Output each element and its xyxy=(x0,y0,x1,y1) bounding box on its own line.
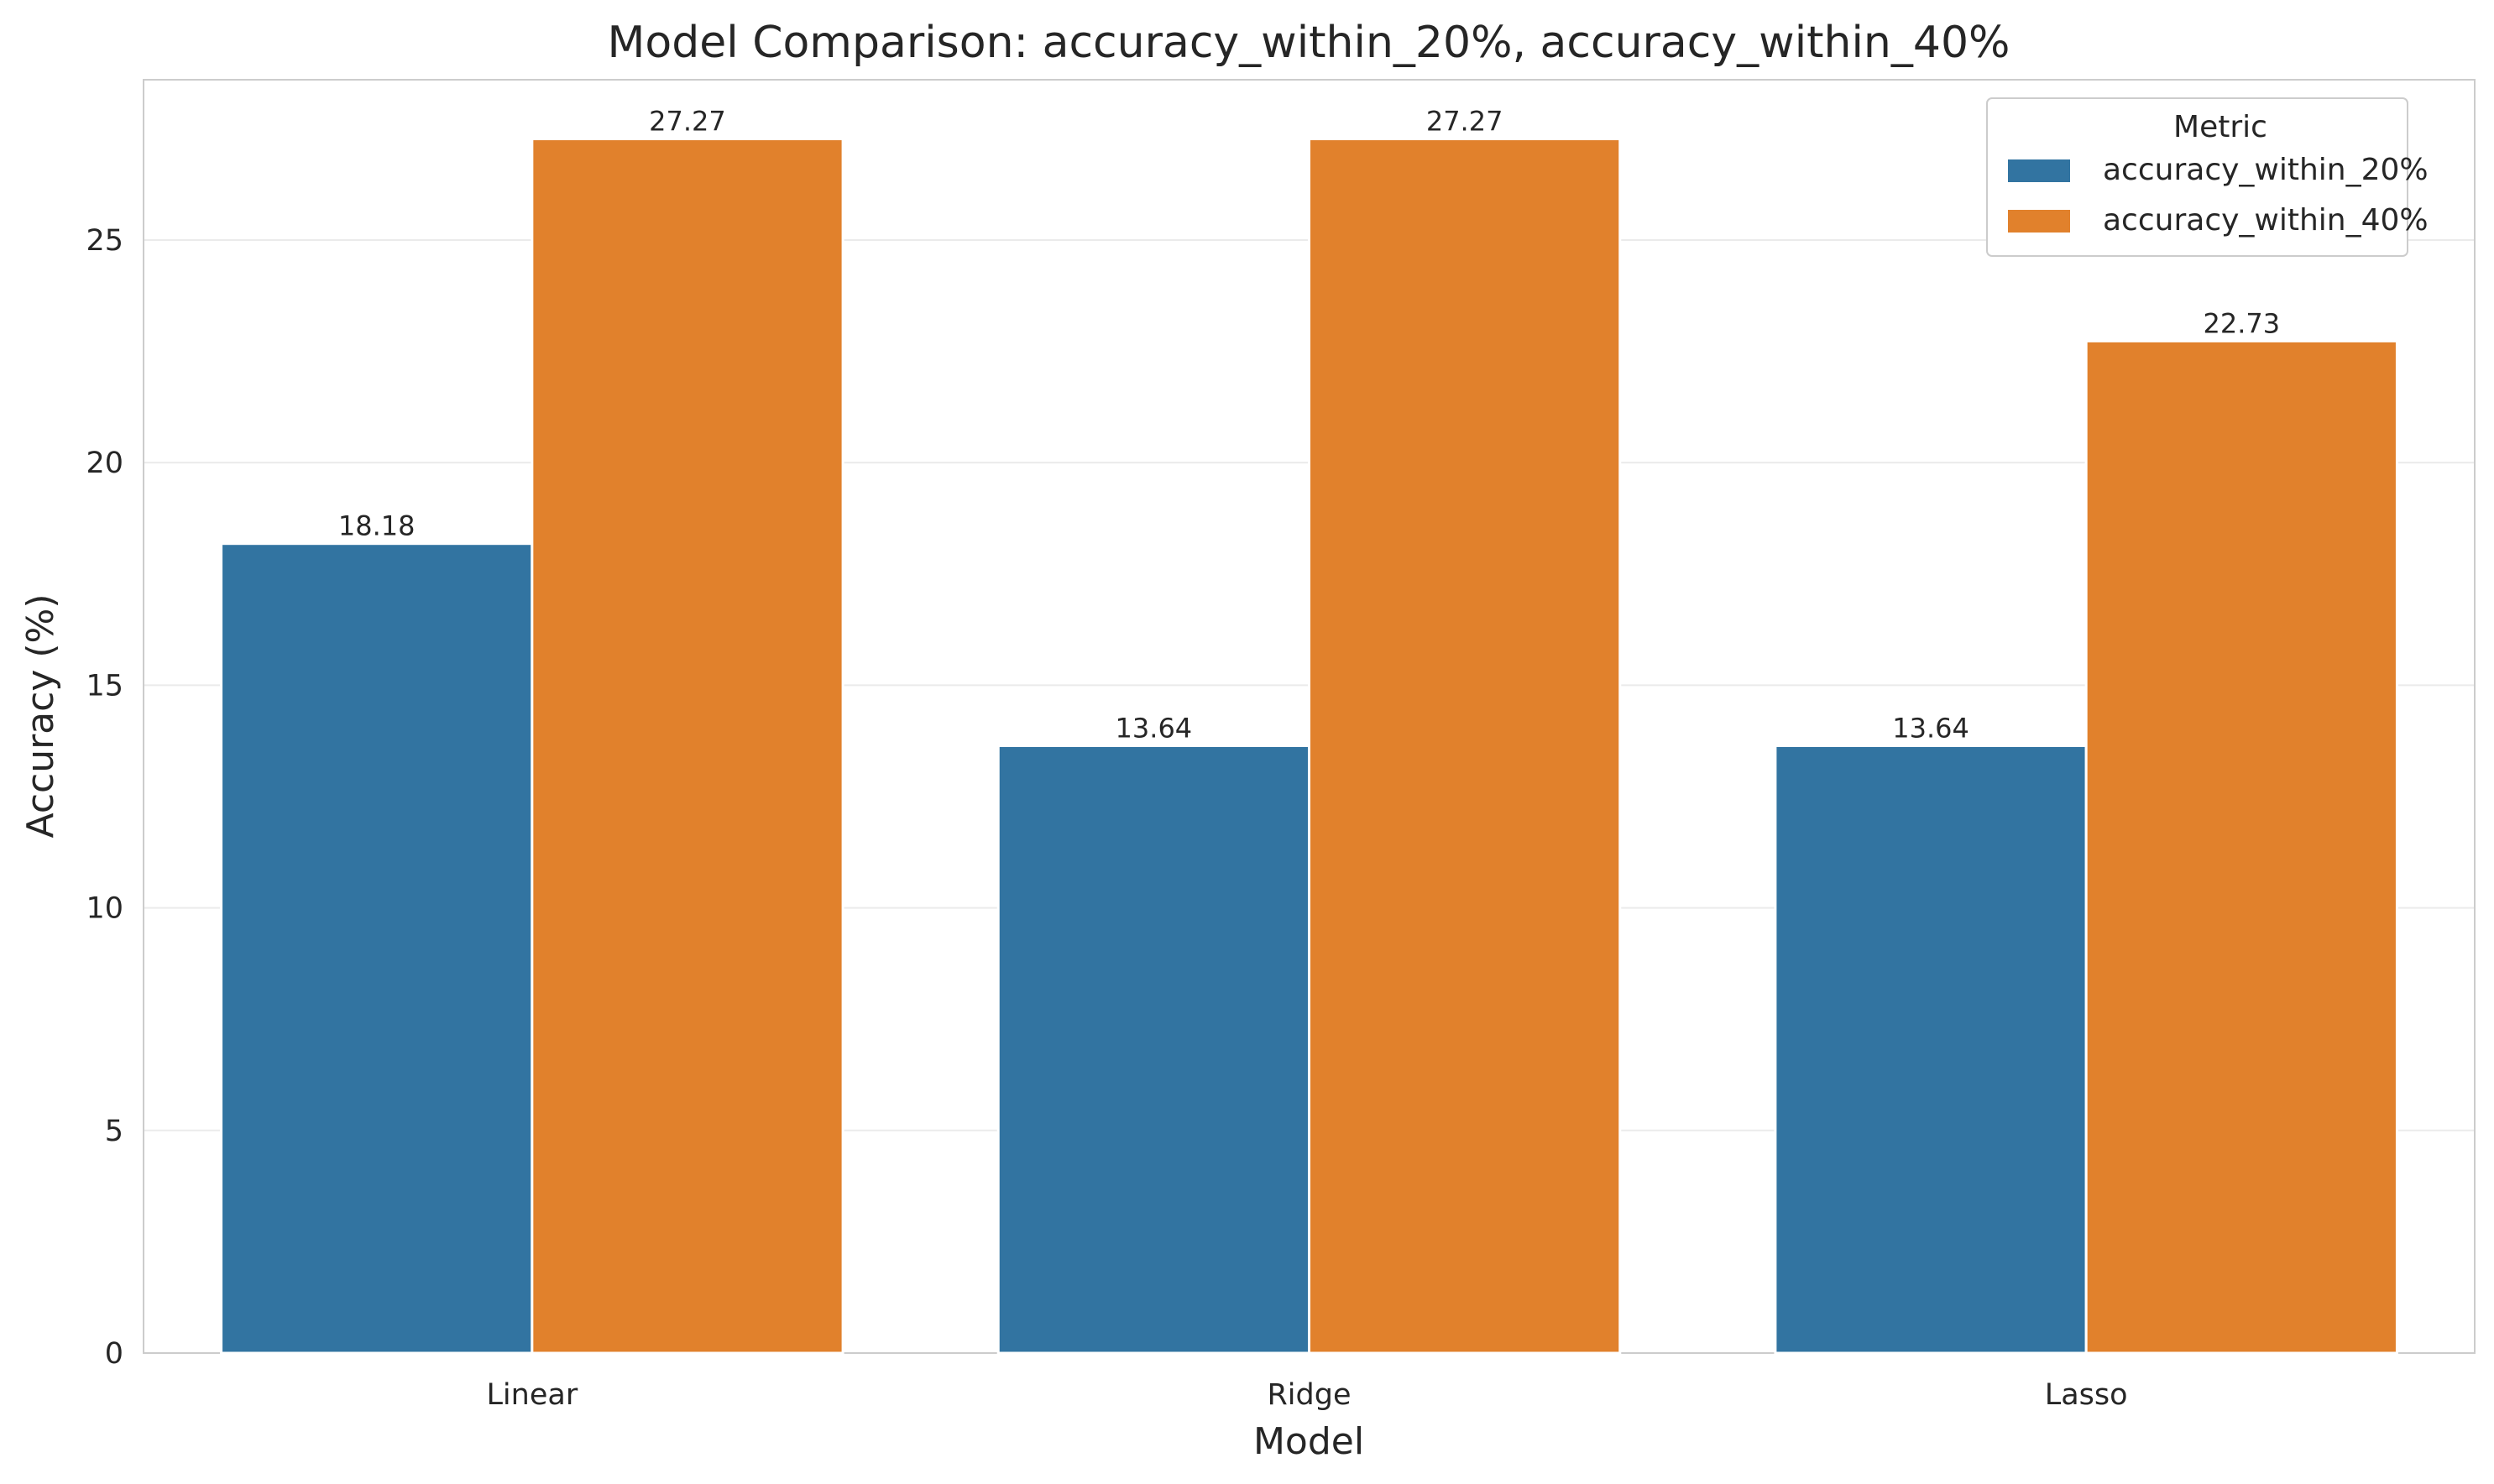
legend-items: accuracy_within_20% accuracy_within_40% xyxy=(2008,153,2429,238)
bar xyxy=(531,138,844,1355)
y-tick-label: 25 xyxy=(86,224,123,258)
y-tick-label: 20 xyxy=(86,447,123,480)
y-tick-label: 0 xyxy=(105,1337,123,1371)
legend-title: Metric xyxy=(2173,110,2267,144)
chart-title: Model Comparison: accuracy_within_20%, a… xyxy=(608,18,2010,68)
y-tick-label: 10 xyxy=(86,892,123,926)
y-ticks-layer: 0 5 10 15 20 25 xyxy=(86,224,123,1371)
bar-value-label: 27.27 xyxy=(649,106,726,138)
legend: Metric accuracy_within_20%accuracy_withi… xyxy=(1986,97,2429,257)
y-axis-label: Accuracy (%) xyxy=(19,593,62,838)
legend-entry-label: accuracy_within_40% xyxy=(2103,203,2429,238)
bar-value-label: 13.64 xyxy=(1116,713,1193,745)
data-labels-layer: 18.18 27.27 13.64 27.27 13.64 22.73 xyxy=(338,106,2280,745)
legend-box xyxy=(1986,97,2408,257)
bar-value-label: 27.27 xyxy=(1426,106,1503,138)
legend-entry-label: accuracy_within_20% xyxy=(2103,153,2429,187)
legend-swatch xyxy=(2008,159,2070,182)
bar-value-label: 22.73 xyxy=(2203,307,2280,339)
bar xyxy=(1308,138,1622,1355)
bar xyxy=(220,542,534,1355)
y-tick-label: 15 xyxy=(86,669,123,703)
y-tick-label: 5 xyxy=(105,1115,123,1148)
bar xyxy=(1774,745,2088,1355)
bar xyxy=(996,745,1310,1355)
x-tick-label: Linear xyxy=(486,1378,578,1412)
x-tick-label: Lasso xyxy=(2045,1378,2128,1412)
bars-layer xyxy=(220,138,2398,1355)
bar-value-label: 13.64 xyxy=(1892,713,1969,745)
x-ticks-layer: Linear Ridge Lasso xyxy=(486,1378,2127,1412)
bar-value-label: 18.18 xyxy=(338,510,416,542)
bar xyxy=(2084,339,2398,1355)
x-axis-label: Model xyxy=(1253,1420,1364,1463)
legend-swatch xyxy=(2008,210,2070,233)
x-tick-label: Ridge xyxy=(1267,1378,1351,1412)
